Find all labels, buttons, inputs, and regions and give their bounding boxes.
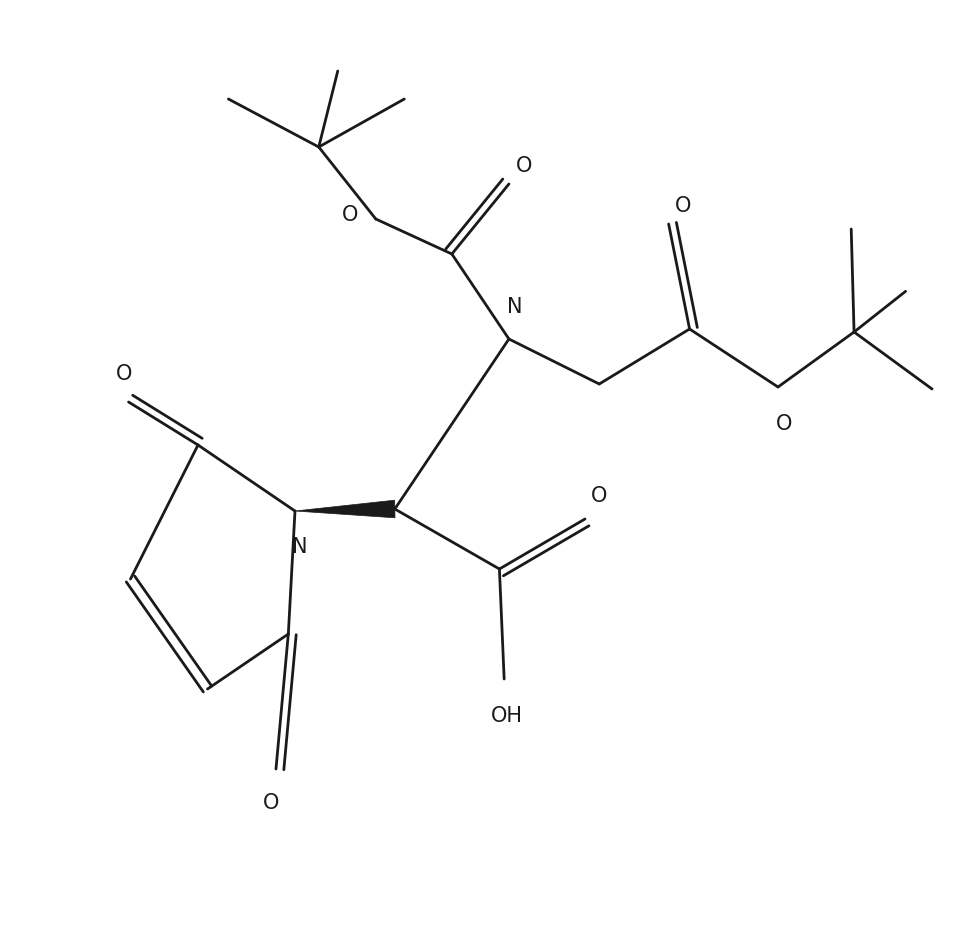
Text: O: O: [342, 205, 358, 225]
Text: N: N: [507, 297, 522, 316]
Text: O: O: [776, 413, 793, 434]
Text: O: O: [590, 486, 607, 505]
Polygon shape: [295, 501, 395, 518]
Text: O: O: [264, 793, 279, 812]
Text: O: O: [116, 364, 132, 384]
Text: O: O: [515, 156, 532, 175]
Text: N: N: [292, 537, 307, 556]
Text: O: O: [675, 196, 692, 215]
Text: OH: OH: [491, 705, 523, 725]
